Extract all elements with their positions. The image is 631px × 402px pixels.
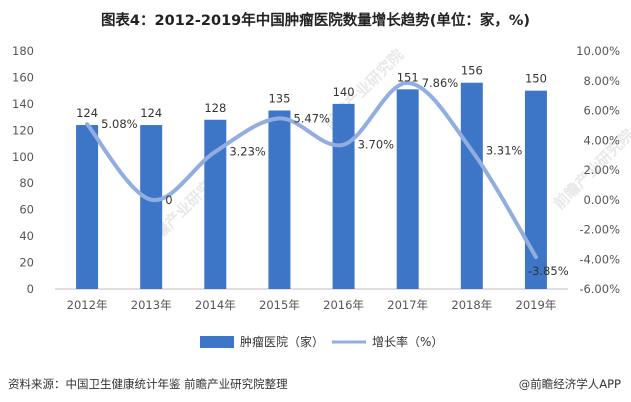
left-axis-tick: 160 [12,70,34,84]
right-axis-tick: -6.00% [579,282,620,296]
line-value-label: -3.85% [528,264,569,278]
legend-bar-label: 肿瘤医院（家） [240,334,324,349]
bar [204,119,227,289]
right-axis-tick: 6.00% [583,104,620,118]
left-axis: 0 20 40 60 80 100 120 140 160 180 [12,44,34,296]
left-axis-tick: 80 [19,176,34,190]
x-axis-tick: 2014年 [195,298,236,312]
left-axis-tick: 180 [12,44,34,58]
bar [76,125,99,290]
legend-bar-swatch [200,336,234,348]
line-value-label: 7.86% [422,76,459,90]
right-axis-tick: -2.00% [579,223,620,237]
bar [460,82,483,289]
right-axis-tick: 10.00% [576,44,620,58]
x-axis-tick: 2015年 [259,298,300,312]
line-value-label: 3.23% [229,145,266,159]
line-value-label: 5.08% [101,117,138,131]
left-axis-tick: 20 [19,256,34,270]
bar [524,90,547,290]
x-axis-tick: 2017年 [387,298,428,312]
x-axis-tick: 2012年 [67,298,108,312]
line-value-label: 0 [165,193,172,207]
left-axis-tick: 0 [27,282,34,296]
line-labels: 5.08% 0 3.23% 5.47% 3.70% 7.86% 3.31% -3.85% [101,76,569,278]
left-axis-tick: 40 [19,229,34,243]
left-axis-tick: 60 [19,203,34,217]
x-axis-tick: 2019年 [516,298,557,312]
x-axis-tick: 2018年 [451,298,492,312]
bar [268,110,291,289]
source-note: 资料来源：中国卫生健康统计年鉴 前瞻产业研究院整理 [8,377,288,391]
bar-value-label: 135 [268,92,290,106]
bar-value-label: 150 [525,72,547,86]
line-value-label: 3.70% [358,138,395,152]
x-axis: 2012年 2013年 2014年 2015年 2016年 2017年 2018年 2019年 [67,298,557,312]
bar-value-label: 128 [204,101,226,115]
bar-value-label: 140 [333,85,355,99]
legend-line-label: 增长率（%） [372,334,443,349]
app-credit: @前瞻经济学人APP [518,377,621,391]
x-axis-tick: 2016年 [323,298,364,312]
growth-rate-line [85,80,538,260]
left-axis-tick: 100 [12,150,34,164]
legend: 肿瘤医院（家） 增长率（%） [200,334,443,349]
right-axis-tick: 2.00% [583,163,620,177]
bar [396,89,419,289]
line-value-label: 5.47% [293,111,330,125]
bar-labels: 124 124 128 135 140 151 156 150 [76,64,547,120]
right-axis-tick: 0.00% [583,193,620,207]
line-value-label: 3.31% [486,144,523,158]
x-axis-tick: 2013年 [131,298,172,312]
bar-series [76,82,547,290]
bar-value-label: 156 [461,64,483,78]
bar-value-label: 124 [76,106,98,120]
right-axis-tick: 4.00% [583,133,620,147]
bar [140,125,163,290]
right-axis-tick: 8.00% [583,74,620,88]
right-axis: -6.00% -4.00% -2.00% 0.00% 2.00% 4.00% 6.00% 8.… [576,44,620,296]
bar [332,103,355,289]
chart-title: 图表4：2012-2019年中国肿瘤医院数量增长趋势(单位：家，%) [100,13,531,29]
bar-value-label: 151 [397,70,419,84]
left-axis-tick: 140 [12,97,34,111]
bar-value-label: 124 [140,106,162,120]
right-axis-tick: -4.00% [579,252,620,266]
left-axis-tick: 120 [12,123,34,137]
